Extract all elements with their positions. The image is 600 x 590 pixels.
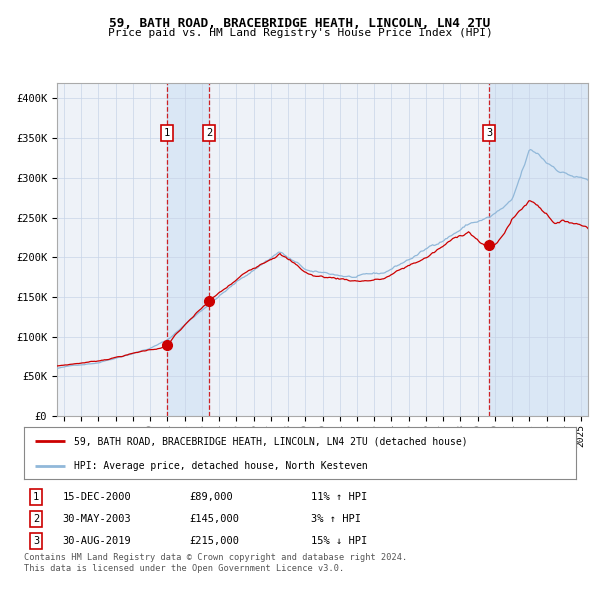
Text: 15-DEC-2000: 15-DEC-2000 xyxy=(62,492,131,502)
Bar xyxy=(167,83,209,416)
Text: £215,000: £215,000 xyxy=(190,536,239,546)
Text: Contains HM Land Registry data © Crown copyright and database right 2024.
This d: Contains HM Land Registry data © Crown c… xyxy=(24,553,407,573)
Text: 30-AUG-2019: 30-AUG-2019 xyxy=(62,536,131,546)
Text: HPI: Average price, detached house, North Kesteven: HPI: Average price, detached house, Nort… xyxy=(74,461,367,471)
Text: 3: 3 xyxy=(33,536,39,546)
Text: £145,000: £145,000 xyxy=(190,514,239,524)
Text: 2: 2 xyxy=(206,127,212,137)
Text: 1: 1 xyxy=(164,127,170,137)
Text: 3% ↑ HPI: 3% ↑ HPI xyxy=(311,514,361,524)
Text: 15% ↓ HPI: 15% ↓ HPI xyxy=(311,536,367,546)
Text: 59, BATH ROAD, BRACEBRIDGE HEATH, LINCOLN, LN4 2TU: 59, BATH ROAD, BRACEBRIDGE HEATH, LINCOL… xyxy=(109,17,491,30)
Text: Price paid vs. HM Land Registry's House Price Index (HPI): Price paid vs. HM Land Registry's House … xyxy=(107,28,493,38)
Text: £89,000: £89,000 xyxy=(190,492,233,502)
Text: 1: 1 xyxy=(33,492,39,502)
Text: 2: 2 xyxy=(33,514,39,524)
Text: 30-MAY-2003: 30-MAY-2003 xyxy=(62,514,131,524)
Text: 3: 3 xyxy=(486,127,492,137)
Text: 59, BATH ROAD, BRACEBRIDGE HEATH, LINCOLN, LN4 2TU (detached house): 59, BATH ROAD, BRACEBRIDGE HEATH, LINCOL… xyxy=(74,436,467,446)
Text: 11% ↑ HPI: 11% ↑ HPI xyxy=(311,492,367,502)
Bar xyxy=(489,83,590,416)
